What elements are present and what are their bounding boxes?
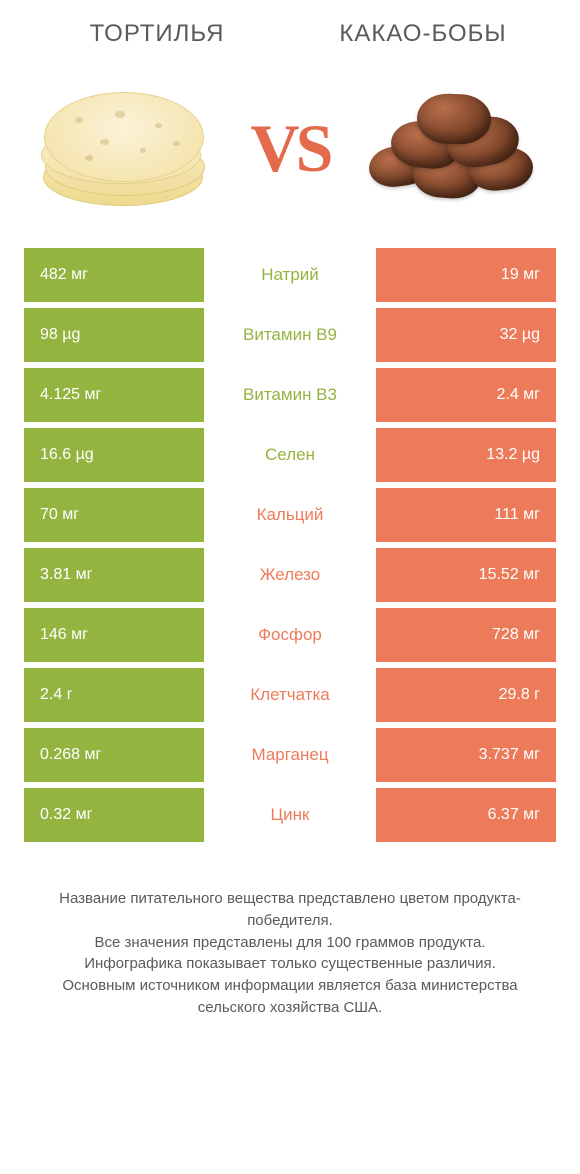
- nutrient-label: Селен: [204, 428, 376, 482]
- left-value-cell: 70 мг: [24, 488, 204, 542]
- vs-label: VS: [251, 109, 330, 188]
- table-row: 3.81 мгЖелезо15.52 мг: [24, 548, 556, 602]
- footer-line: Название питательного вещества представл…: [30, 888, 550, 932]
- nutrient-label: Цинк: [204, 788, 376, 842]
- left-value-cell: 482 мг: [24, 248, 204, 302]
- footer-line: Инфографика показывает только существенн…: [30, 953, 550, 975]
- nutrient-label: Натрий: [204, 248, 376, 302]
- right-value-cell: 6.37 мг: [376, 788, 556, 842]
- nutrient-label: Железо: [204, 548, 376, 602]
- header: Тортилья Какао-бобы: [24, 20, 556, 48]
- right-value-cell: 2.4 мг: [376, 368, 556, 422]
- left-product-title: Тортилья: [24, 20, 290, 48]
- hero-row: VS: [24, 68, 556, 228]
- table-row: 70 мгКальций111 мг: [24, 488, 556, 542]
- right-value-cell: 15.52 мг: [376, 548, 556, 602]
- footer-line: Все значения представлены для 100 граммо…: [30, 932, 550, 954]
- right-value-cell: 3.737 мг: [376, 728, 556, 782]
- right-value-cell: 32 µg: [376, 308, 556, 362]
- tortilla-icon: [39, 88, 209, 208]
- right-product-title: Какао-бобы: [290, 20, 556, 48]
- nutrient-label: Витамин B3: [204, 368, 376, 422]
- left-value-cell: 3.81 мг: [24, 548, 204, 602]
- left-value-cell: 16.6 µg: [24, 428, 204, 482]
- table-row: 98 µgВитамин B932 µg: [24, 308, 556, 362]
- nutrient-label: Фосфор: [204, 608, 376, 662]
- table-row: 0.268 мгМарганец3.737 мг: [24, 728, 556, 782]
- left-value-cell: 146 мг: [24, 608, 204, 662]
- table-row: 0.32 мгЦинк6.37 мг: [24, 788, 556, 842]
- cocoa-beans-icon: [361, 88, 551, 208]
- left-product-image: [24, 68, 224, 228]
- left-value-cell: 2.4 г: [24, 668, 204, 722]
- footer-line: Основным источником информации является …: [30, 975, 550, 1019]
- right-value-cell: 19 мг: [376, 248, 556, 302]
- left-value-cell: 0.32 мг: [24, 788, 204, 842]
- nutrient-label: Витамин B9: [204, 308, 376, 362]
- nutrient-label: Кальций: [204, 488, 376, 542]
- right-product-image: [356, 68, 556, 228]
- right-value-cell: 728 мг: [376, 608, 556, 662]
- left-value-cell: 98 µg: [24, 308, 204, 362]
- table-row: 146 мгФосфор728 мг: [24, 608, 556, 662]
- table-row: 482 мгНатрий19 мг: [24, 248, 556, 302]
- nutrient-label: Марганец: [204, 728, 376, 782]
- footer-notes: Название питательного вещества представл…: [24, 888, 556, 1019]
- right-value-cell: 13.2 µg: [376, 428, 556, 482]
- table-row: 2.4 гКлетчатка29.8 г: [24, 668, 556, 722]
- right-value-cell: 29.8 г: [376, 668, 556, 722]
- nutrient-label: Клетчатка: [204, 668, 376, 722]
- infographic: Тортилья Какао-бобы VS: [0, 0, 580, 1039]
- left-value-cell: 0.268 мг: [24, 728, 204, 782]
- table-row: 4.125 мгВитамин B32.4 мг: [24, 368, 556, 422]
- left-value-cell: 4.125 мг: [24, 368, 204, 422]
- table-row: 16.6 µgСелен13.2 µg: [24, 428, 556, 482]
- comparison-table: 482 мгНатрий19 мг 98 µgВитамин B932 µg 4.1…: [24, 248, 556, 842]
- right-value-cell: 111 мг: [376, 488, 556, 542]
